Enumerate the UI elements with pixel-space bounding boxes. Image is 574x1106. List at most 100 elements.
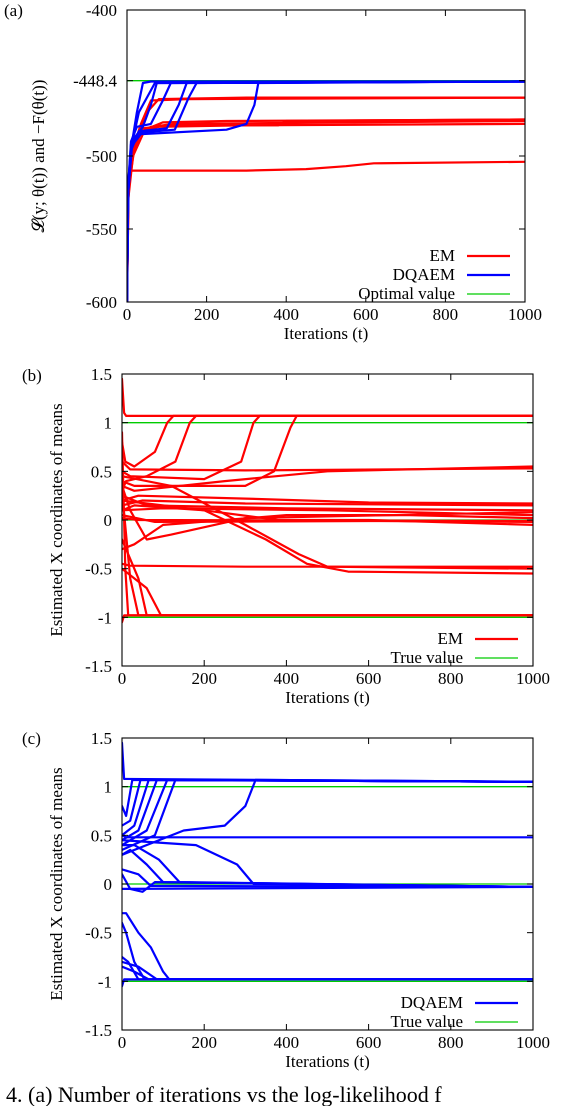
plot-frame bbox=[126, 9, 526, 303]
series-line-em-3 bbox=[127, 122, 525, 302]
series-line-dqaem-17 bbox=[122, 885, 533, 890]
series-line-em-17 bbox=[122, 484, 533, 541]
x-tick-label: 200 bbox=[194, 305, 220, 324]
y-tick-label: -1.5 bbox=[85, 657, 112, 676]
y-tick-label: -550 bbox=[86, 220, 117, 239]
x-tick-label: 400 bbox=[274, 1033, 300, 1052]
series-line-em-4 bbox=[122, 414, 533, 468]
series-line-dqaem-16 bbox=[122, 868, 533, 888]
chart-panel-b: 0 200 400 600 800 1000 -1.5 -1 -0.5 0 0.5 1 1.5 Itera… bbox=[22, 365, 550, 707]
series-line-dqaem-18 bbox=[122, 912, 533, 981]
series-line-em-8 bbox=[122, 460, 533, 472]
y-tick-label: -1 bbox=[98, 608, 112, 627]
y-tick-label: 1 bbox=[104, 414, 113, 433]
series-line-dqaem-9 bbox=[127, 80, 525, 302]
series-line-dqaem-4 bbox=[122, 778, 533, 817]
x-axis-label: Iterations (t) bbox=[285, 1052, 370, 1071]
series-group bbox=[122, 741, 533, 988]
series-line-em-26 bbox=[122, 614, 533, 624]
legend-label: EM bbox=[430, 246, 456, 265]
legend-label: Optimal value bbox=[358, 284, 455, 303]
series-line-em-7 bbox=[127, 118, 525, 302]
series-line-em-9 bbox=[122, 465, 533, 492]
series-line-em-25 bbox=[122, 567, 533, 617]
series-line-em-1 bbox=[127, 160, 525, 302]
x-tick-label: 1000 bbox=[516, 1033, 550, 1052]
series-group bbox=[122, 377, 533, 624]
series-line-dqaem-8 bbox=[122, 778, 533, 847]
y-tick-label: 0 bbox=[104, 875, 113, 894]
y-tick-label: 1.5 bbox=[91, 365, 112, 384]
series-line-em-10 bbox=[122, 494, 533, 505]
series-line-em-2 bbox=[127, 119, 525, 302]
y-axis-label: Estimated X coordinates of means bbox=[47, 767, 66, 1000]
series-line-dqaem-19 bbox=[122, 921, 533, 981]
y-tick-label: -1 bbox=[98, 972, 112, 991]
legend-label: True value bbox=[390, 648, 463, 667]
series-line-dqaem-14 bbox=[122, 839, 533, 888]
x-tick-label: 0 bbox=[118, 1033, 127, 1052]
y-tick-label: -400 bbox=[86, 1, 117, 20]
series-line-em-5 bbox=[122, 414, 533, 492]
series-line-dqaem-10 bbox=[127, 80, 525, 302]
series-line-dqaem-10 bbox=[122, 778, 533, 856]
y-tick-label: 0.5 bbox=[91, 462, 112, 481]
series-line-dqaem-11 bbox=[122, 834, 533, 839]
series-line-dqaem-23 bbox=[122, 978, 533, 988]
x-tick-label: 1000 bbox=[508, 305, 542, 324]
x-tick-label: 0 bbox=[123, 305, 132, 324]
y-tick-label: -0.5 bbox=[85, 924, 112, 943]
legend-label: EM bbox=[438, 629, 464, 648]
series-line-dqaem-13 bbox=[122, 844, 533, 888]
x-tick-label: 200 bbox=[191, 1033, 217, 1052]
x-tick-label: 1000 bbox=[516, 669, 550, 688]
legend-label: DQAEM bbox=[401, 993, 463, 1012]
series-line-dqaem-22 bbox=[122, 960, 533, 981]
series-line-dqaem-20 bbox=[122, 955, 533, 981]
x-tick-label: 800 bbox=[433, 305, 459, 324]
chart-panel-a: 0 200 400 600 800 1000 -600 -550 -500 -448.4 -400 I… bbox=[4, 1, 542, 343]
figure: 0 200 400 600 800 1000-600-550-500-448.4-400I… bbox=[4, 1, 550, 1071]
series-line-dqaem-3 bbox=[122, 741, 533, 783]
series-group bbox=[127, 80, 525, 302]
panel-label: (c) bbox=[22, 729, 41, 748]
x-tick-label: 600 bbox=[356, 1033, 382, 1052]
series-line-em-7 bbox=[122, 414, 533, 487]
y-tick-label: 0 bbox=[104, 511, 113, 530]
y-axis-label: Estimated X coordinates of means bbox=[47, 403, 66, 636]
x-tick-label: 400 bbox=[273, 305, 299, 324]
series-line-em-5 bbox=[127, 96, 525, 302]
x-tick-label: 800 bbox=[438, 1033, 464, 1052]
series-line-dqaem-11 bbox=[127, 80, 525, 302]
y-tick-label: 1.5 bbox=[91, 729, 112, 748]
series-line-em-24 bbox=[122, 538, 533, 617]
panel-label: (a) bbox=[4, 1, 23, 20]
x-tick-label: 600 bbox=[356, 669, 382, 688]
figure-caption: 4. (a) Number of iterations vs the log-l… bbox=[6, 1082, 442, 1106]
y-tick-label: -600 bbox=[86, 293, 117, 312]
series-line-dqaem-13 bbox=[127, 80, 525, 302]
series-line-em-12 bbox=[122, 494, 533, 512]
x-axis-label: Iterations (t) bbox=[284, 324, 369, 343]
y-tick-label: 1 bbox=[104, 778, 113, 797]
x-tick-label: 400 bbox=[274, 669, 300, 688]
legend-label: DQAEM bbox=[393, 265, 455, 284]
series-line-dqaem-14 bbox=[127, 80, 525, 302]
panel-label: (b) bbox=[22, 366, 42, 385]
x-axis-label: Iterations (t) bbox=[285, 688, 370, 707]
series-line-em-21 bbox=[122, 504, 533, 526]
x-tick-label: 0 bbox=[118, 669, 127, 688]
series-line-em-20 bbox=[122, 562, 533, 568]
series-line-em-11 bbox=[122, 499, 533, 507]
series-line-em-4 bbox=[127, 118, 525, 302]
y-axis-label: 𝓛(y; θ(t)) and −F(θ(t)) bbox=[29, 80, 48, 233]
series-line-dqaem-6 bbox=[122, 778, 533, 837]
series-line-dqaem-12 bbox=[127, 80, 525, 302]
series-line-em-13 bbox=[122, 507, 533, 517]
series-line-dqaem-9 bbox=[122, 778, 533, 851]
x-tick-label: 200 bbox=[191, 669, 217, 688]
series-line-em-19 bbox=[122, 499, 533, 575]
x-tick-label: 800 bbox=[438, 669, 464, 688]
y-tick-label: -500 bbox=[86, 147, 117, 166]
legend-label: True value bbox=[390, 1012, 463, 1031]
